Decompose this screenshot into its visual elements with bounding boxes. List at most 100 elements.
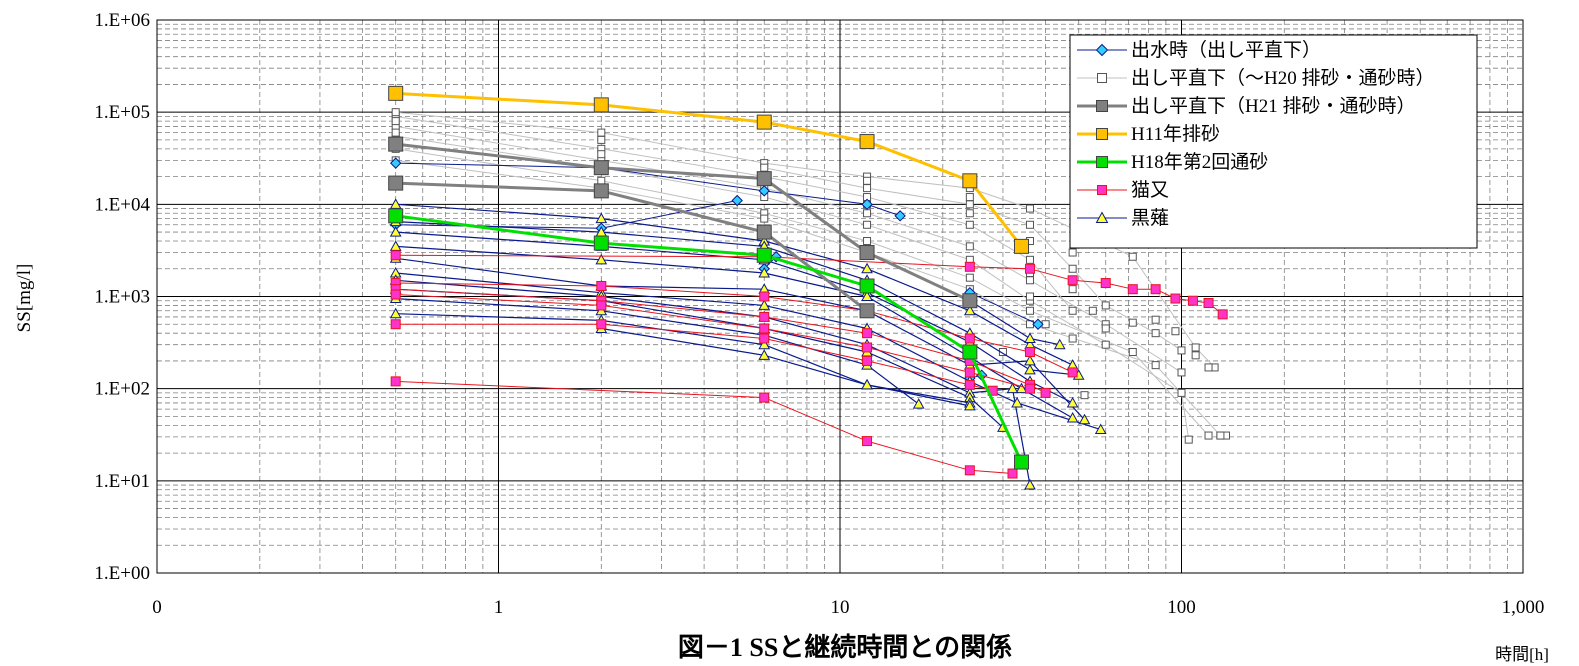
triangle-marker [1024, 354, 1036, 366]
open-square-marker [1151, 315, 1160, 324]
triangle-marker [595, 253, 608, 265]
square-marker [1150, 284, 1161, 295]
open-square-marker [965, 220, 974, 229]
series-square [388, 85, 1030, 254]
series-line [601, 327, 970, 407]
square-marker [1096, 156, 1108, 168]
y-axis-label: SS[mg/l] [14, 264, 35, 333]
legend-label: 猫又 [1131, 179, 1169, 201]
x-axis-ticks: 0 1 10 100 1,000 [152, 597, 1544, 618]
square-marker [1170, 293, 1181, 304]
square-marker [593, 97, 609, 113]
square-marker [593, 183, 609, 199]
open-square-marker [1128, 252, 1137, 261]
triangle-marker [758, 299, 771, 310]
open-square-marker [391, 108, 400, 117]
square-marker [1014, 238, 1030, 254]
square-marker [596, 280, 607, 291]
triangle-marker [861, 262, 873, 274]
open-square-marker [1101, 324, 1110, 333]
square-marker [756, 171, 772, 187]
triangle-marker [1066, 396, 1079, 408]
open-square-marker [597, 176, 606, 185]
legend-label: 黒薙 [1131, 207, 1169, 229]
open-square-marker [1068, 285, 1077, 294]
triangle-marker [861, 378, 873, 390]
square-marker [859, 278, 875, 294]
open-square-marker [965, 200, 974, 209]
triangle-marker [389, 198, 402, 209]
triangle-marker [1024, 479, 1036, 490]
x-tick-label: 100 [1167, 597, 1196, 618]
square-marker [596, 319, 607, 330]
square-marker [862, 355, 873, 366]
diamond-marker [861, 198, 873, 211]
open-square-marker [760, 163, 769, 172]
open-square-marker [391, 128, 400, 137]
square-marker [756, 247, 772, 263]
legend-label: H18年第2回通砂 [1131, 151, 1268, 173]
square-marker [962, 344, 978, 360]
open-square-marker [760, 214, 769, 223]
y-tick-label: 1.E+03 [94, 287, 150, 308]
series-line [764, 167, 1182, 351]
square-marker [388, 85, 404, 101]
y-tick-label: 1.E+06 [94, 10, 150, 31]
triangle-marker [912, 398, 925, 409]
square-marker [1096, 128, 1108, 140]
square-marker [859, 134, 875, 150]
triangle-marker [1006, 382, 1019, 394]
square-marker [964, 379, 975, 390]
series-line [969, 292, 1039, 325]
x-axis-label: 時間[h] [1495, 645, 1549, 664]
legend-label: H11年排砂 [1131, 123, 1220, 145]
square-marker [1187, 295, 1198, 306]
triangle-marker [1078, 413, 1091, 425]
x-tick-label: 10 [831, 597, 850, 618]
square-marker [862, 342, 873, 353]
square-marker [964, 367, 975, 378]
x-tick-label: 0 [152, 597, 162, 618]
triangle-marker [758, 349, 771, 360]
square-marker [759, 323, 770, 334]
triangle-marker [1024, 332, 1036, 344]
triangle-marker [389, 307, 402, 319]
open-square-marker [863, 209, 872, 218]
legend-label: 出し平直下（H21 排砂・通砂時） [1131, 95, 1415, 117]
open-square-marker [863, 184, 872, 193]
open-square-marker [863, 237, 872, 246]
square-marker [962, 173, 978, 189]
x-tick-label: 1 [494, 597, 504, 618]
triangle-marker [1024, 363, 1036, 375]
square-marker [1024, 383, 1035, 394]
open-square-marker [998, 347, 1007, 356]
triangle-marker [1011, 396, 1023, 408]
square-marker [1040, 387, 1051, 398]
open-square-marker [1128, 347, 1137, 356]
square-marker [1203, 298, 1214, 309]
square-marker [964, 261, 975, 272]
open-square-marker [597, 128, 606, 137]
open-square-marker [1184, 435, 1193, 444]
diamond-marker [1095, 43, 1109, 57]
y-tick-label: 1.E+00 [94, 563, 150, 584]
open-square-marker [1025, 276, 1034, 285]
square-marker [593, 235, 609, 251]
square-marker [596, 300, 607, 311]
open-square-marker [1101, 301, 1110, 310]
open-square-marker [1177, 388, 1186, 397]
open-square-marker [1128, 318, 1137, 327]
open-square-marker [1204, 363, 1213, 372]
open-square-marker [1216, 431, 1225, 440]
square-marker [964, 333, 975, 344]
triangle-marker [595, 212, 608, 224]
open-square-marker [863, 176, 872, 185]
open-square-marker [863, 220, 872, 229]
open-square-marker [1025, 306, 1034, 315]
series-line [395, 214, 1023, 463]
triangle-marker [963, 399, 976, 411]
open-square-marker [1088, 306, 1097, 315]
open-square-marker [1025, 220, 1034, 229]
open-square-marker [965, 193, 974, 202]
triangle-marker [758, 338, 771, 350]
